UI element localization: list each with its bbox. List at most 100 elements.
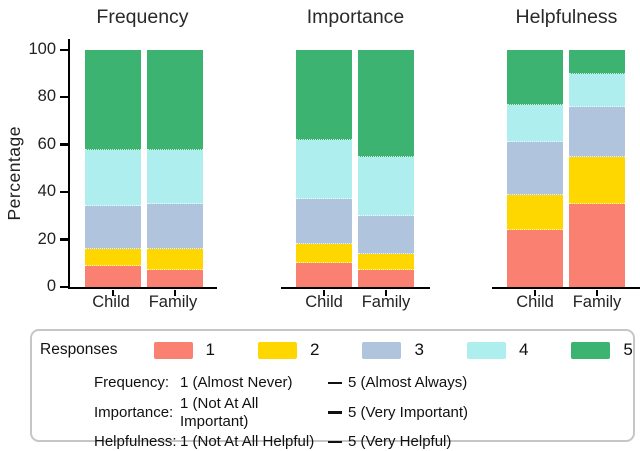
bar-segment-response-3	[358, 215, 414, 254]
x-tick	[174, 289, 176, 296]
scale-name: Frequency:	[94, 374, 170, 391]
y-tick	[60, 48, 68, 51]
stacked-bar-child	[85, 50, 141, 287]
y-tick-label: 100	[28, 40, 56, 58]
legend-entry: 4	[466, 340, 529, 360]
bar-segment-response-3	[85, 206, 141, 250]
bar-segment-response-3	[296, 199, 352, 245]
x-tick-label: Child	[305, 293, 343, 311]
legend-swatch-row: Responses 1 2 3 4 5	[40, 340, 633, 360]
stacked-bar-child	[507, 50, 563, 287]
legend-entry: 5	[571, 340, 633, 360]
range-dash	[328, 411, 348, 414]
legend-swatch	[258, 341, 298, 359]
bar-segment-response-5	[507, 50, 563, 105]
chart-panel-importance: Importance Child Family	[281, 6, 430, 318]
y-tick-label: 0	[46, 277, 56, 295]
legend-entries: 1 2 3 4 5	[153, 340, 633, 360]
legend-swatch	[571, 341, 611, 359]
bar-segment-response-5	[147, 50, 203, 150]
y-tick-label: 60	[37, 134, 56, 153]
stacked-bar-child	[296, 50, 352, 287]
x-tick	[112, 289, 114, 296]
stacked-bar-family	[569, 50, 625, 287]
x-tick-label: Child	[516, 293, 554, 311]
legend-entry-label: 2	[310, 340, 320, 359]
bar-segment-response-2	[85, 249, 141, 266]
stacked-bar-family	[358, 50, 414, 287]
y-tick	[60, 95, 68, 99]
scale-high-anchor: 5 (Very Helpful)	[348, 433, 452, 450]
x-tick-label: Child	[92, 293, 130, 311]
bar-segment-response-5	[569, 50, 625, 74]
y-tick	[60, 143, 68, 146]
scale-high-anchor: 5 (Very Important)	[348, 403, 469, 421]
bar-segment-response-4	[296, 140, 352, 200]
legend-title: Responses	[40, 341, 118, 358]
scale-low-anchor: 1 (Not At All Important)	[180, 394, 259, 430]
scale-high-anchor: 5 (Almost Always)	[348, 374, 468, 391]
y-tick	[60, 190, 68, 194]
x-tick	[534, 289, 536, 296]
plot-area: 0 20 40 60 80 100	[28, 39, 217, 296]
y-tick-label: 40	[37, 182, 56, 201]
x-tick	[323, 289, 325, 296]
bar-segment-response-1	[147, 270, 203, 287]
range-dash	[328, 440, 348, 444]
plot-area	[281, 39, 430, 296]
x-tick	[385, 289, 387, 296]
scale-name: Importance:	[94, 403, 174, 421]
panel-title: Helpfulness	[515, 6, 618, 28]
y-tick	[60, 238, 68, 241]
plot-area	[492, 39, 640, 296]
bar-segment-response-4	[507, 104, 563, 143]
panel-title: Importance	[306, 6, 405, 28]
scale-name: Helpfulness:	[94, 433, 177, 450]
legend-entry-label: 5	[623, 340, 633, 359]
bar-segment-response-1	[569, 204, 625, 287]
bar-segment-response-1	[507, 230, 563, 287]
bar-segment-response-5	[296, 50, 352, 141]
bar-segment-response-1	[296, 263, 352, 287]
y-tick-label: 80	[37, 87, 56, 106]
legend-swatch	[362, 341, 402, 359]
legend-entry: 1	[153, 340, 216, 360]
chart-panel-frequency: Frequency 0 20 40 60 80 100 Child Family	[28, 6, 217, 318]
x-tick	[596, 289, 598, 296]
bar-segment-response-2	[507, 194, 563, 231]
legend-entry-label: 4	[518, 340, 529, 359]
scale-low-anchor: 1 (Almost Never)	[180, 374, 293, 391]
bar-segment-response-4	[569, 73, 625, 107]
chart-panel-helpfulness: Helpfulness Child Family	[492, 6, 640, 318]
bar-segment-response-4	[358, 156, 414, 216]
bar-segment-response-2	[569, 156, 625, 205]
bar-segment-response-2	[358, 253, 414, 271]
legend-entry-label: 1	[205, 340, 216, 359]
legend-swatch	[153, 341, 193, 359]
bar-segment-response-1	[85, 265, 141, 287]
legend-entry-label: 3	[414, 340, 424, 359]
bar-segment-response-3	[569, 106, 625, 157]
y-tick	[60, 285, 68, 288]
bar-segment-response-5	[358, 50, 414, 157]
range-dash	[328, 381, 348, 385]
x-tick-label: Family	[148, 293, 198, 311]
bar-segment-response-3	[507, 142, 563, 195]
bar-segment-response-1	[358, 270, 414, 287]
legend-entry: 3	[362, 340, 424, 360]
bar-segment-response-2	[147, 249, 203, 271]
bar-segment-response-4	[147, 149, 203, 205]
panel-title: Frequency	[96, 6, 189, 28]
y-tick-label: 20	[37, 229, 56, 248]
bar-segment-response-2	[296, 244, 352, 264]
legend-scales: Frequency: 1 (Almost Never) 5 (Almost Al…	[94, 374, 468, 451]
bar-segment-response-3	[147, 204, 203, 250]
x-tick-label: Family	[572, 293, 622, 311]
x-tick-label: Family	[361, 293, 411, 311]
legend-entry: 2	[258, 340, 319, 360]
bar-segment-response-5	[85, 50, 141, 150]
stacked-bar-family	[147, 50, 203, 287]
legend-swatch	[466, 341, 506, 359]
legend-box: Responses 1 2 3 4 5 Frequency: 1 (Almost Nev…	[30, 329, 635, 450]
